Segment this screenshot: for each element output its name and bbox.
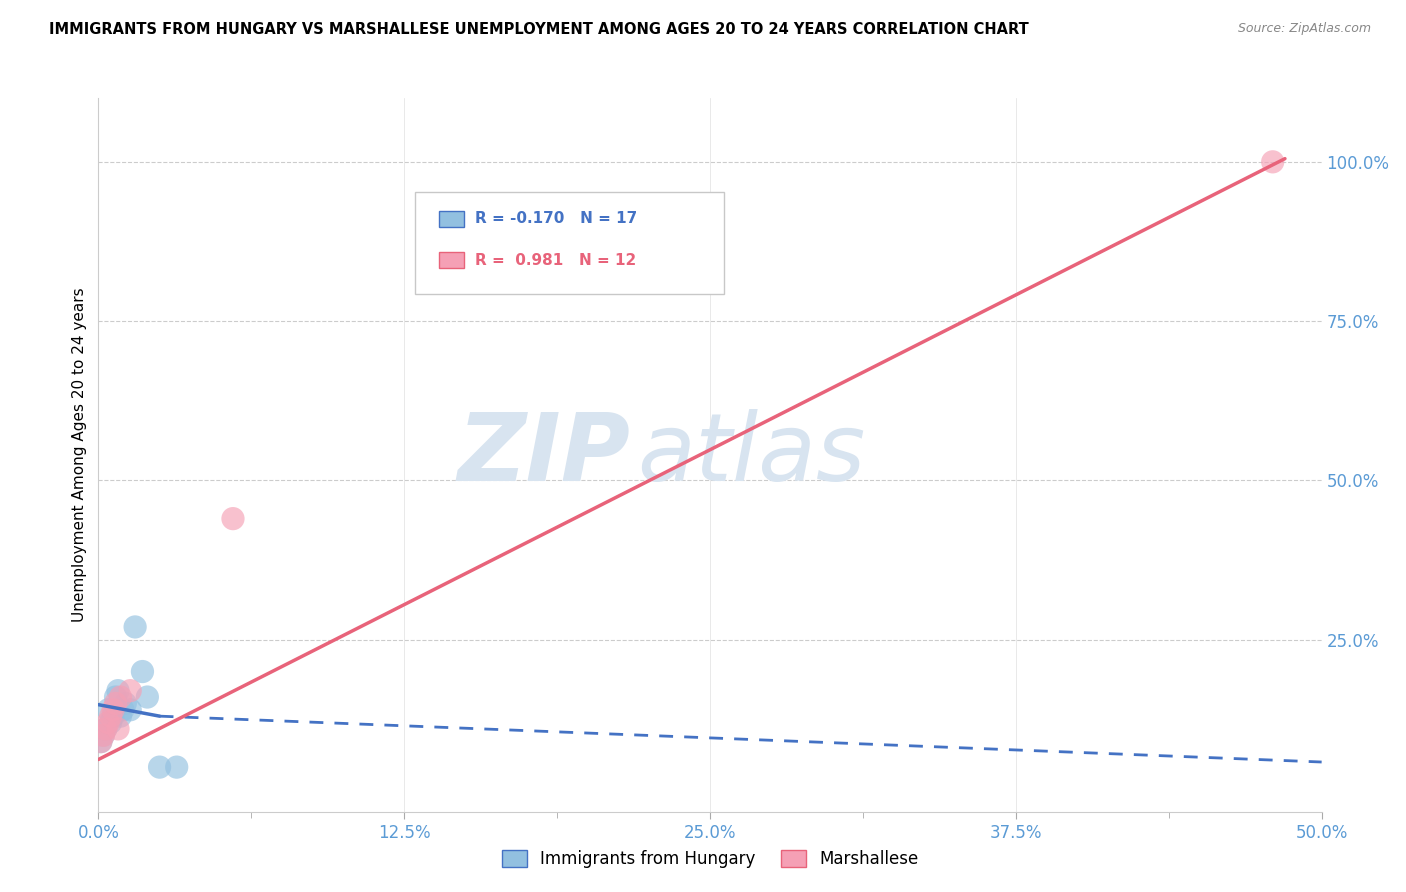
Text: IMMIGRANTS FROM HUNGARY VS MARSHALLESE UNEMPLOYMENT AMONG AGES 20 TO 24 YEARS CO: IMMIGRANTS FROM HUNGARY VS MARSHALLESE U… [49, 22, 1029, 37]
Point [94, 722, 117, 736]
Point [91, 728, 114, 742]
Text: Source: ZipAtlas.com: Source: ZipAtlas.com [1237, 22, 1371, 36]
Legend: Immigrants from Hungary, Marshallese: Immigrants from Hungary, Marshallese [495, 843, 925, 875]
Point [107, 683, 129, 698]
Point [114, 697, 136, 711]
Point [104, 690, 127, 704]
Point [120, 683, 142, 698]
Point [166, 760, 188, 774]
Y-axis label: Unemployment Among Ages 20 to 24 years: Unemployment Among Ages 20 to 24 years [72, 287, 87, 623]
Point [131, 665, 153, 679]
Point [111, 703, 134, 717]
Point [110, 709, 132, 723]
Point [149, 760, 172, 774]
Text: R =  0.981   N = 12: R = 0.981 N = 12 [475, 253, 637, 268]
Point [124, 620, 146, 634]
Point [104, 697, 127, 711]
Point [94, 722, 117, 736]
Text: atlas: atlas [637, 409, 865, 500]
Text: ZIP: ZIP [457, 409, 630, 501]
Point [107, 722, 129, 736]
Point [90, 734, 112, 748]
Point [100, 715, 122, 730]
Point [1261, 154, 1284, 169]
Point [222, 511, 245, 525]
Point [97, 703, 120, 717]
Point [91, 728, 114, 742]
Point [136, 690, 159, 704]
Point [110, 690, 132, 704]
Text: R = -0.170   N = 17: R = -0.170 N = 17 [475, 211, 637, 226]
Point [120, 703, 142, 717]
Point [90, 734, 112, 748]
Point [97, 715, 120, 730]
Point [101, 709, 124, 723]
Point [101, 703, 124, 717]
Point [100, 709, 122, 723]
